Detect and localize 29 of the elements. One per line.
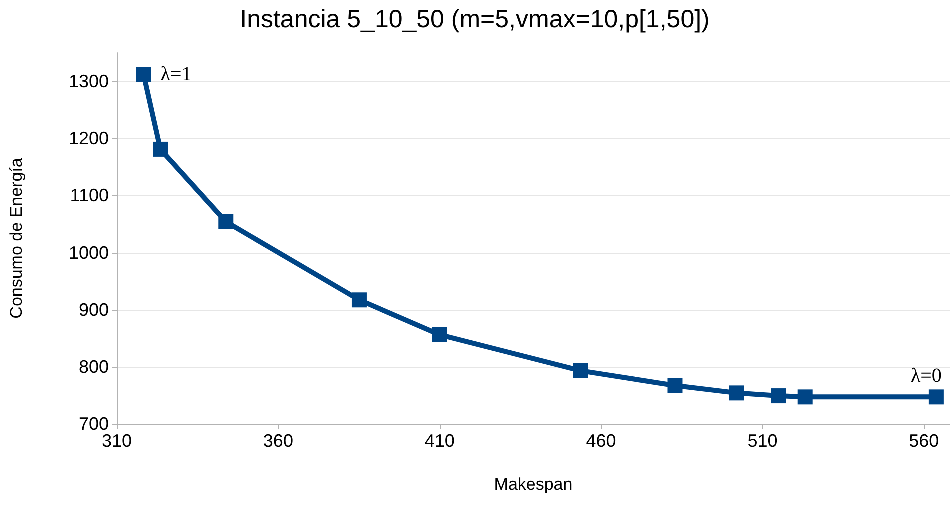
point <box>798 390 813 405</box>
point <box>136 67 152 82</box>
y-tick-label: 1200 <box>68 128 109 149</box>
y-tick-label: 900 <box>78 300 109 320</box>
x-axis-title: Makespan <box>494 475 573 494</box>
point <box>432 327 448 342</box>
y-tick-label: 1100 <box>70 186 109 206</box>
point <box>668 378 683 394</box>
x-tick-label: 360 <box>263 431 294 451</box>
y-tick-label: 1300 <box>68 72 109 92</box>
point <box>729 386 744 401</box>
chart-title: Instancia 5_10_50 (m=5,vmax=10,p[1,50]) <box>240 6 710 34</box>
point <box>771 388 786 404</box>
annotation: λ=1 <box>160 64 192 86</box>
y-tick-label: 700 <box>78 414 109 434</box>
point <box>928 390 944 405</box>
x-tick-label: 310 <box>102 431 132 451</box>
point <box>218 214 234 230</box>
annotation: λ=0 <box>910 365 942 388</box>
x-tick-label: 560 <box>909 431 940 451</box>
x-tick-label: 460 <box>586 431 616 451</box>
y-tick-label: 1000 <box>68 242 109 263</box>
point <box>153 142 168 157</box>
y-tick-label: 800 <box>78 356 109 377</box>
y-axis-title: Consumo de Energía <box>7 158 26 319</box>
point <box>352 292 367 308</box>
x-tick-label: 510 <box>748 431 778 451</box>
point <box>573 363 588 378</box>
x-tick-label: 410 <box>424 431 455 451</box>
